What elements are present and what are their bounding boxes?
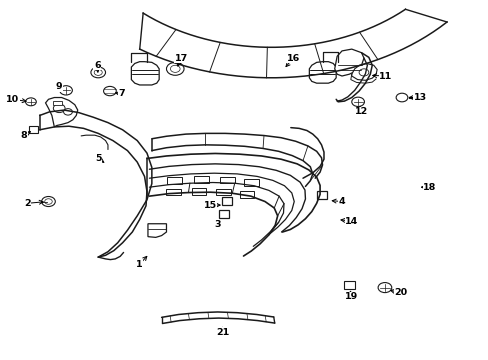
Text: 10: 10 (6, 95, 20, 104)
FancyBboxPatch shape (220, 177, 234, 183)
FancyBboxPatch shape (239, 192, 254, 198)
Polygon shape (148, 224, 166, 237)
Text: 20: 20 (393, 288, 407, 297)
Circle shape (60, 86, 72, 95)
FancyBboxPatch shape (167, 177, 182, 184)
Text: 17: 17 (174, 54, 187, 63)
Text: 2: 2 (24, 199, 31, 208)
FancyBboxPatch shape (316, 191, 327, 199)
FancyBboxPatch shape (216, 189, 230, 195)
Circle shape (170, 65, 180, 72)
Circle shape (377, 283, 391, 293)
Circle shape (103, 86, 116, 96)
FancyBboxPatch shape (53, 101, 62, 105)
Text: 18: 18 (422, 183, 436, 192)
Circle shape (44, 199, 52, 204)
Text: 4: 4 (338, 197, 345, 206)
FancyBboxPatch shape (191, 188, 206, 195)
Polygon shape (131, 62, 159, 85)
Circle shape (91, 67, 105, 78)
Polygon shape (334, 49, 363, 76)
Text: 5: 5 (95, 154, 101, 163)
Polygon shape (309, 62, 335, 83)
Text: 21: 21 (216, 328, 229, 337)
FancyBboxPatch shape (218, 210, 229, 218)
Text: 15: 15 (203, 201, 217, 210)
Text: 11: 11 (379, 72, 392, 81)
Text: 19: 19 (345, 292, 358, 301)
Text: 12: 12 (354, 107, 367, 116)
Circle shape (41, 197, 55, 207)
Circle shape (166, 62, 183, 75)
Circle shape (25, 98, 36, 106)
Circle shape (395, 93, 407, 102)
Text: 8: 8 (20, 131, 27, 140)
Text: 6: 6 (94, 61, 101, 70)
Polygon shape (45, 98, 78, 127)
FancyBboxPatch shape (166, 189, 181, 195)
Text: 1: 1 (136, 260, 142, 269)
FancyBboxPatch shape (244, 179, 259, 186)
FancyBboxPatch shape (194, 176, 208, 183)
Circle shape (358, 69, 368, 76)
Text: 9: 9 (56, 82, 62, 91)
Polygon shape (351, 63, 376, 80)
Circle shape (63, 109, 72, 115)
Text: 13: 13 (413, 93, 426, 102)
FancyBboxPatch shape (29, 126, 38, 133)
Text: 16: 16 (286, 54, 299, 63)
Circle shape (94, 69, 102, 75)
Circle shape (351, 97, 364, 107)
Text: 3: 3 (214, 220, 221, 229)
Text: 14: 14 (345, 217, 358, 226)
Text: 7: 7 (118, 89, 124, 98)
Circle shape (53, 104, 65, 113)
FancyBboxPatch shape (343, 282, 354, 289)
FancyBboxPatch shape (221, 197, 232, 205)
